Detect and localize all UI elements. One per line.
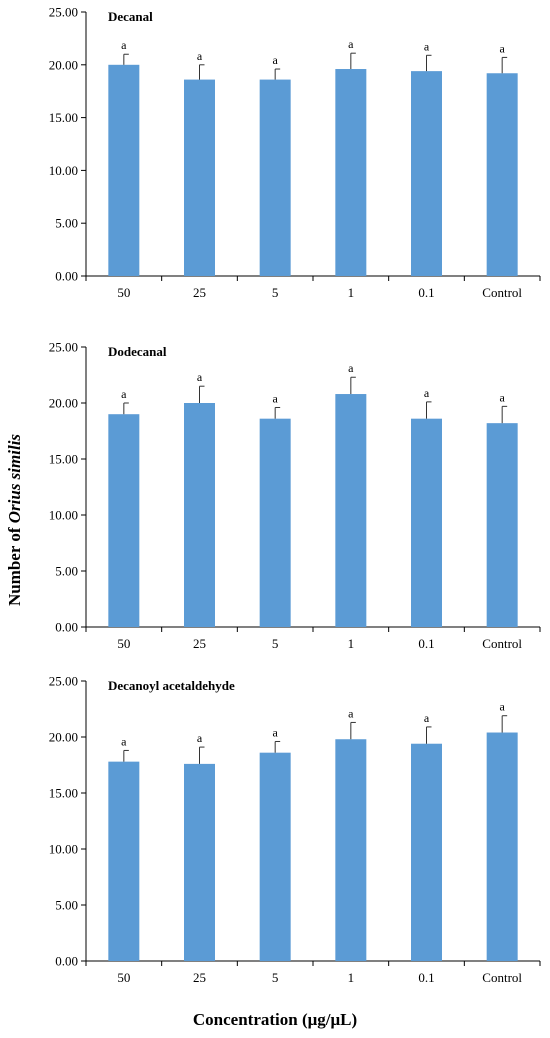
panel-title: Decanoyl acetaldehyde	[108, 678, 235, 693]
panel-title: Dodecanal	[108, 344, 167, 359]
category-label: 50	[117, 970, 130, 985]
significance-letter: a	[273, 725, 279, 739]
bar	[335, 394, 367, 627]
significance-letter: a	[348, 706, 354, 720]
category-label: 0.1	[418, 285, 434, 300]
y-tick-label: 15.00	[49, 786, 78, 801]
significance-letter: a	[424, 711, 430, 725]
significance-letter: a	[121, 38, 127, 52]
y-axis-label-species: Orius similis	[5, 433, 24, 524]
bar	[486, 732, 518, 961]
significance-letter: a	[500, 41, 506, 55]
category-label: 0.1	[418, 970, 434, 985]
bar	[184, 763, 215, 961]
bar	[335, 739, 367, 961]
bar	[184, 403, 215, 627]
significance-letter: a	[500, 390, 506, 404]
bar	[335, 69, 367, 276]
category-label: Control	[482, 970, 522, 985]
y-tick-label: 5.00	[55, 216, 78, 231]
significance-letter: a	[197, 49, 203, 63]
y-tick-label: 10.00	[49, 508, 78, 523]
significance-letter: a	[121, 734, 127, 748]
category-label: 5	[272, 285, 279, 300]
category-label: 0.1	[418, 636, 434, 651]
bar	[108, 414, 140, 627]
significance-letter: a	[273, 53, 279, 67]
category-label: 50	[117, 636, 130, 651]
y-axis-label-prefix: Number of	[5, 523, 24, 607]
bar	[486, 73, 518, 276]
bar	[184, 79, 215, 276]
category-label: 50	[117, 285, 130, 300]
category-label: 25	[193, 285, 206, 300]
bar	[259, 752, 291, 961]
y-axis-label: Number of Orius similis	[5, 434, 25, 606]
y-tick-label: 10.00	[49, 842, 78, 857]
bar	[486, 423, 518, 627]
bar	[259, 79, 291, 276]
y-tick-label: 0.00	[55, 954, 78, 969]
significance-letter: a	[348, 361, 354, 375]
y-tick-label: 25.00	[49, 674, 78, 689]
category-label: 5	[272, 970, 279, 985]
category-label: 25	[193, 970, 206, 985]
y-tick-label: 25.00	[49, 5, 78, 20]
category-label: 25	[193, 636, 206, 651]
y-axis-label-container: Number of Orius similis	[4, 420, 26, 620]
significance-letter: a	[424, 39, 430, 53]
y-tick-label: 5.00	[55, 564, 78, 579]
category-label: 1	[348, 285, 355, 300]
significance-letter: a	[348, 37, 354, 51]
category-label: Control	[482, 285, 522, 300]
y-tick-label: 20.00	[49, 57, 78, 72]
x-axis-label: Concentration (μg/μL)	[192, 1010, 358, 1029]
bar	[411, 71, 442, 276]
significance-letter: a	[121, 387, 127, 401]
category-label: 1	[348, 636, 355, 651]
y-tick-label: 15.00	[49, 110, 78, 125]
y-tick-label: 0.00	[55, 269, 78, 284]
y-tick-label: 15.00	[49, 452, 78, 467]
significance-letter: a	[197, 370, 203, 384]
significance-letter: a	[197, 731, 203, 745]
significance-letter: a	[273, 391, 279, 405]
y-tick-label: 20.00	[49, 730, 78, 745]
panel-title: Decanal	[108, 9, 153, 24]
bar	[259, 418, 291, 627]
y-tick-label: 5.00	[55, 898, 78, 913]
bar	[411, 418, 442, 627]
category-label: Control	[482, 636, 522, 651]
bar	[411, 743, 442, 961]
y-tick-label: 0.00	[55, 620, 78, 635]
significance-letter: a	[500, 700, 506, 714]
significance-letter: a	[424, 386, 430, 400]
category-label: 1	[348, 970, 355, 985]
bar	[108, 761, 140, 961]
category-label: 5	[272, 636, 279, 651]
y-tick-label: 20.00	[49, 396, 78, 411]
y-tick-label: 25.00	[49, 340, 78, 355]
bar	[108, 64, 140, 276]
y-tick-label: 10.00	[49, 163, 78, 178]
